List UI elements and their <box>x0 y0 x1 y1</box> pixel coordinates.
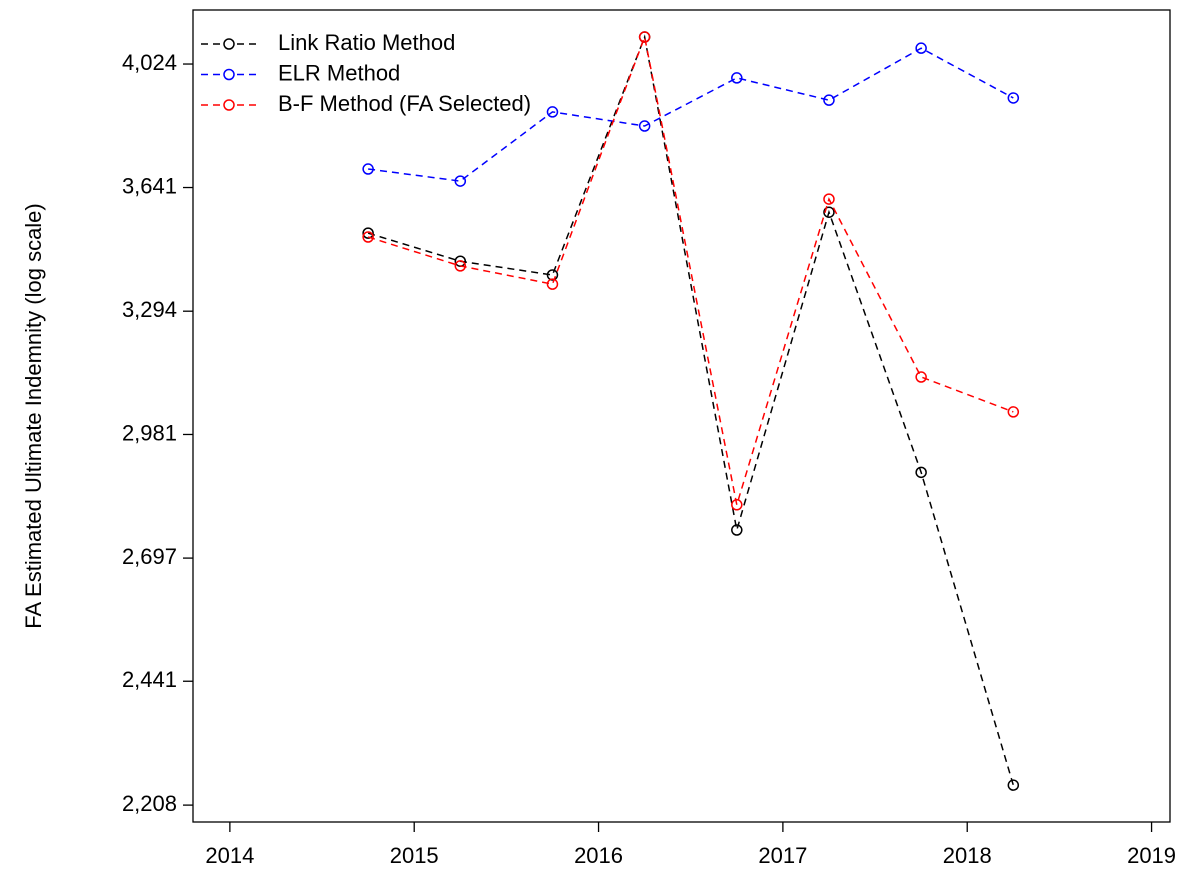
x-tick-label: 2018 <box>943 843 992 868</box>
data-point <box>454 260 467 272</box>
data-point <box>823 193 835 205</box>
series-line <box>367 34 1015 786</box>
data-point <box>546 106 559 118</box>
data-point <box>915 42 927 54</box>
data-point <box>362 231 374 243</box>
y-axis-label: FA Estimated Ultimate Indemnity (log sca… <box>21 203 46 629</box>
data-point <box>638 31 651 43</box>
data-point <box>638 120 651 132</box>
series-line <box>368 47 1014 182</box>
data-point <box>1007 406 1020 418</box>
y-tick-label: 2,697 <box>122 544 177 569</box>
legend-marker <box>223 99 235 111</box>
data-point <box>362 163 374 175</box>
data-point <box>915 371 927 383</box>
legend-marker <box>223 68 235 81</box>
legend-label: B-F Method (FA Selected) <box>278 91 531 116</box>
x-tick-label: 2014 <box>205 843 254 868</box>
legend-marker <box>223 38 235 50</box>
data-point <box>731 499 743 511</box>
data-point <box>362 227 374 239</box>
data-point <box>915 466 927 479</box>
x-tick-label: 2017 <box>758 843 807 868</box>
x-tick-label: 2015 <box>390 843 439 868</box>
y-tick-label: 4,024 <box>122 50 177 75</box>
data-point <box>731 524 743 536</box>
data-point <box>1007 92 1020 104</box>
x-tick-label: 2016 <box>574 843 623 868</box>
y-tick-label: 3,294 <box>122 297 177 322</box>
plot-frame <box>192 9 1171 823</box>
y-tick-label: 3,641 <box>122 173 177 198</box>
x-tick-label: 2019 <box>1127 843 1176 868</box>
data-point <box>1007 779 1020 791</box>
legend-label: Link Ratio Method <box>278 30 455 55</box>
data-point <box>546 269 559 281</box>
data-point <box>731 72 743 84</box>
data-point <box>454 175 467 187</box>
legend-label: ELR Method <box>278 60 400 85</box>
data-point <box>546 278 559 290</box>
y-tick-label: 2,441 <box>122 667 177 692</box>
data-point <box>823 206 835 218</box>
y-tick-label: 2,208 <box>122 791 177 816</box>
y-tick-label: 2,981 <box>122 420 177 445</box>
series-line <box>367 34 1014 505</box>
data-point <box>823 94 835 106</box>
